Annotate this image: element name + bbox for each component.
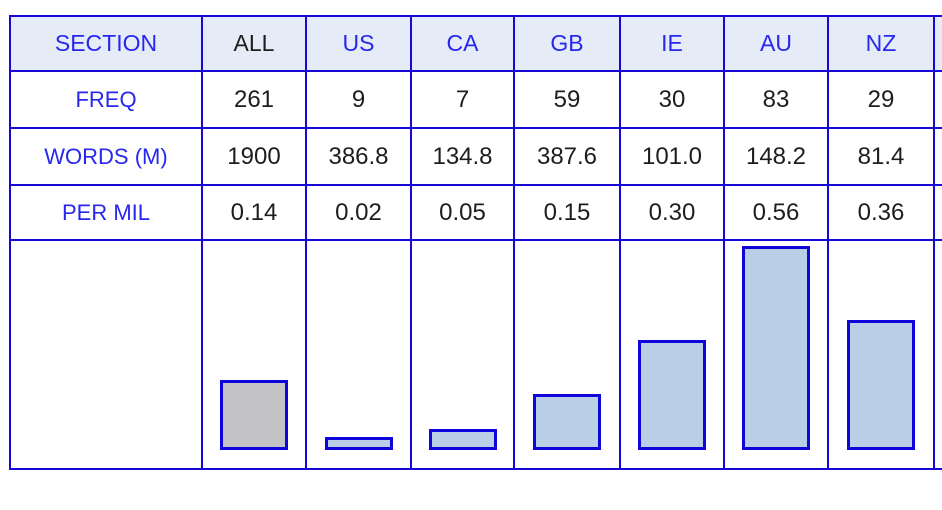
permil-value-au: 0.56 [723,184,829,241]
bar-gb[interactable] [533,394,601,450]
column-header-us[interactable]: US [305,15,412,72]
freq-value-ie: 30 [619,70,725,129]
chart-cell-gb [513,239,621,470]
permil-value-us: 0.02 [305,184,412,241]
chart-cell-nz [827,239,935,470]
chart-cell-all [201,239,307,470]
permil-row: PER MIL 0.14 0.02 0.05 0.15 0.30 0.56 0.… [9,184,942,241]
freq-row-label: FREQ [9,70,203,129]
column-header-ie[interactable]: IE [619,15,725,72]
freq-value-all: 261 [201,70,307,129]
bar-nz[interactable] [847,320,915,450]
freq-value-ca: 7 [410,70,515,129]
words-value-ca: 134.8 [410,127,515,186]
words-value-au: 148.2 [723,127,829,186]
column-header-gb[interactable]: GB [513,15,621,72]
permil-value-clipped [933,184,942,241]
permil-value-ca: 0.05 [410,184,515,241]
column-header-clipped [933,15,942,72]
bar-chart-row [9,239,942,470]
bar-ca[interactable] [428,429,497,450]
chart-label-cell [9,239,203,470]
words-row: WORDS (M) 1900 386.8 134.8 387.6 101.0 1… [9,127,942,186]
freq-value-gb: 59 [513,70,621,129]
chart-cell-au [723,239,829,470]
permil-value-all: 0.14 [201,184,307,241]
column-header-ca[interactable]: CA [410,15,515,72]
freq-value-clipped [933,70,942,129]
column-header-all: ALL [201,15,307,72]
bar-us[interactable] [324,437,393,450]
words-value-us: 386.8 [305,127,412,186]
freq-value-au: 83 [723,70,829,129]
chart-cell-ca [410,239,515,470]
permil-value-nz: 0.36 [827,184,935,241]
freq-value-nz: 29 [827,70,935,129]
section-header-label: SECTION [9,15,203,72]
words-value-clipped [933,127,942,186]
frequency-table: SECTION ALL US CA GB IE AU NZ FREQ 261 9… [9,15,942,470]
words-value-all: 1900 [201,127,307,186]
words-value-nz: 81.4 [827,127,935,186]
bar-ie[interactable] [638,340,706,450]
header-row: SECTION ALL US CA GB IE AU NZ [9,15,942,72]
bar-all[interactable] [220,380,288,450]
column-header-au[interactable]: AU [723,15,829,72]
permil-value-gb: 0.15 [513,184,621,241]
words-value-gb: 387.6 [513,127,621,186]
words-row-label: WORDS (M) [9,127,203,186]
permil-row-label: PER MIL [9,184,203,241]
permil-value-ie: 0.30 [619,184,725,241]
column-header-nz[interactable]: NZ [827,15,935,72]
frequency-table-wrapper: SECTION ALL US CA GB IE AU NZ FREQ 261 9… [9,15,942,493]
bar-au[interactable] [742,246,810,450]
words-value-ie: 101.0 [619,127,725,186]
chart-cell-ie [619,239,725,470]
freq-value-us: 9 [305,70,412,129]
chart-cell-us [305,239,412,470]
freq-row: FREQ 261 9 7 59 30 83 29 [9,70,942,129]
chart-cell-clipped [933,239,942,470]
